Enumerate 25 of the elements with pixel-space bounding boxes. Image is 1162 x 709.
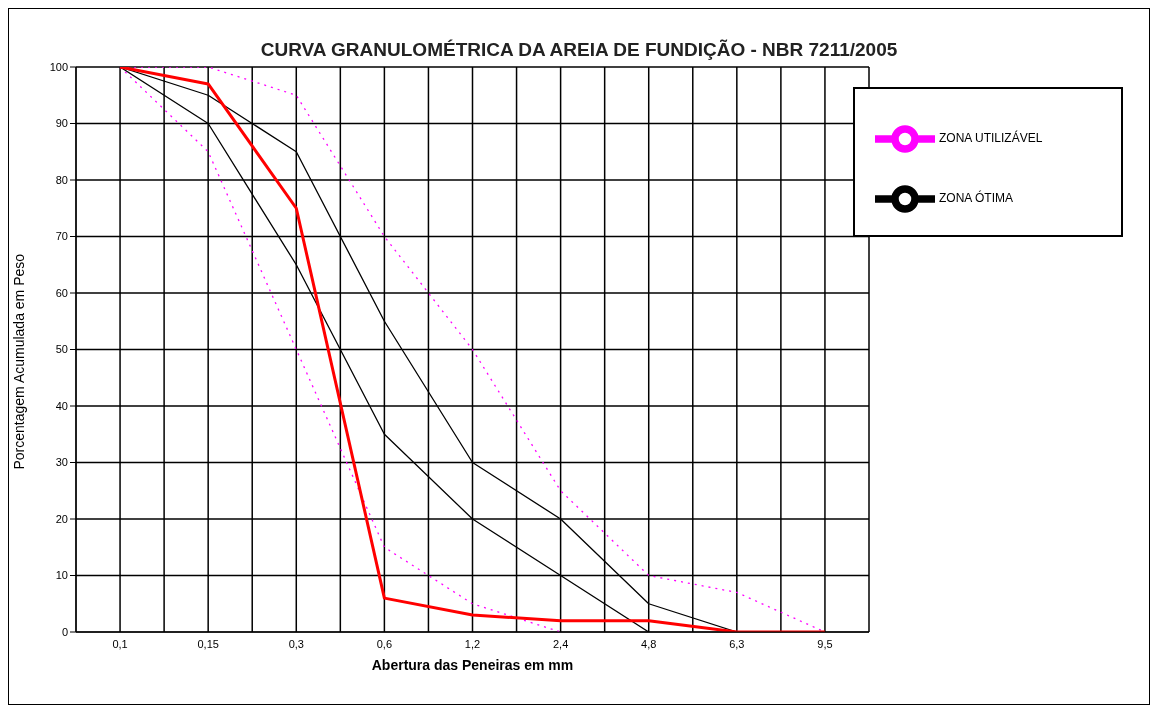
x-tick-label: 9,5 [817, 637, 833, 650]
legend-label: ZONA ÓTIMA [939, 191, 1014, 206]
chart-title: CURVA GRANULOMÉTRICA DA AREIA DE FUNDIÇÃO - NBR 7211/2005 [259, 39, 899, 61]
x-tick-label: 0,15 [197, 637, 219, 650]
y-tick-label: 0 [61, 625, 68, 638]
y-tick-label: 80 [55, 173, 68, 186]
x-tick-label: 1,2 [464, 637, 481, 650]
x-tick-label: 6,3 [729, 637, 745, 650]
y-tick-label: 10 [55, 569, 68, 582]
y-tick-label: 100 [49, 60, 68, 73]
x-tick-label: 0,3 [288, 637, 304, 650]
x-tick-label: 0,1 [112, 637, 128, 650]
x-tick-label: 2,4 [552, 637, 569, 650]
y-tick-label: 50 [55, 343, 68, 356]
y-tick-label: 60 [55, 286, 68, 299]
y-axis-title: Porcentagem Acumulada em Peso [10, 253, 27, 470]
y-tick-label: 30 [55, 456, 68, 469]
legend-label: ZONA UTILIZÁVEL [939, 131, 1043, 146]
x-axis-title: Abertura das Peneiras em mm [371, 657, 574, 673]
y-tick-label: 20 [55, 512, 68, 525]
y-tick-label: 90 [55, 117, 68, 130]
x-tick-label: 4,8 [641, 637, 657, 650]
y-tick-label: 40 [55, 399, 68, 412]
y-tick-label: 70 [55, 230, 68, 243]
x-tick-label: 0,6 [376, 637, 393, 650]
